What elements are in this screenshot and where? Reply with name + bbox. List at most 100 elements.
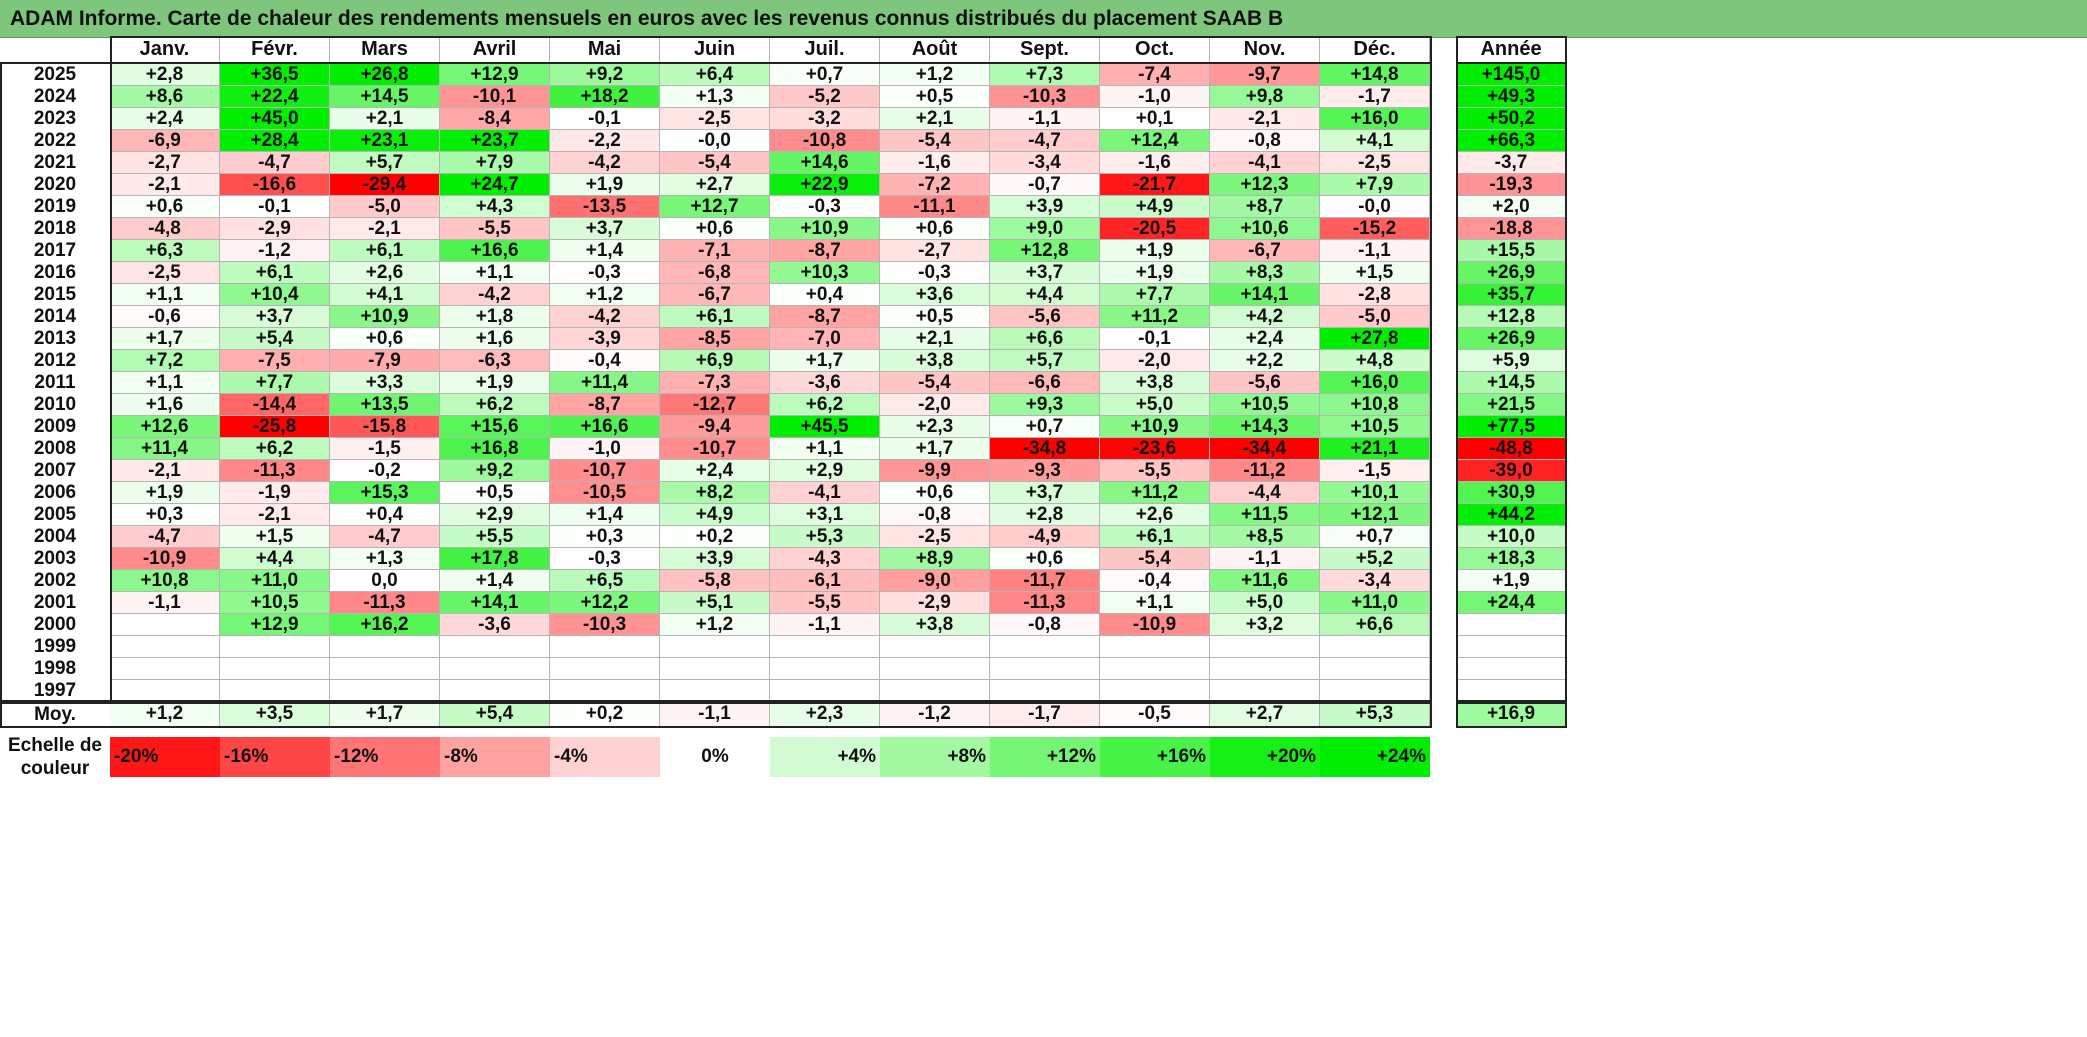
heatmap-cell — [220, 680, 330, 702]
heatmap-cell — [550, 680, 660, 702]
heatmap-cell: +4,9 — [660, 504, 770, 526]
heatmap-cell — [330, 636, 440, 658]
heatmap-cell: +15,6 — [440, 416, 550, 438]
heatmap-cell: +6,2 — [220, 438, 330, 460]
heatmap-cell: -5,5 — [1100, 460, 1210, 482]
heatmap-cell: +1,1 — [110, 372, 220, 394]
average-cell: +5,3 — [1320, 702, 1430, 727]
column-header: Nov. — [1210, 36, 1320, 64]
heatmap-cell: +10,1 — [1320, 482, 1430, 504]
heatmap-cell — [660, 658, 770, 680]
heatmap-cell: +36,5 — [220, 64, 330, 86]
heatmap-cell: +10,9 — [770, 218, 880, 240]
heatmap-cell: -8,7 — [770, 306, 880, 328]
column-header: Août — [880, 36, 990, 64]
heatmap-cell: -29,4 — [330, 174, 440, 196]
heatmap-cell: -10,7 — [550, 460, 660, 482]
heatmap-cell: +3,6 — [880, 284, 990, 306]
heatmap-cell: -0,3 — [880, 262, 990, 284]
heatmap-cell: -2,9 — [880, 592, 990, 614]
annual-cell: +10,0 — [1456, 526, 1567, 548]
heatmap-cell: -7,9 — [330, 350, 440, 372]
average-cell: +1,2 — [110, 702, 220, 727]
heatmap-cell: +1,3 — [660, 86, 770, 108]
row-year-label: 2002 — [33, 570, 77, 591]
average-cell: -0,5 — [1100, 702, 1210, 727]
heatmap-cell: +9,8 — [1210, 86, 1320, 108]
legend-swatch: -4% — [550, 737, 660, 777]
heatmap-cell: -0,7 — [990, 174, 1100, 196]
heatmap-cell: -13,5 — [550, 196, 660, 218]
heatmap-cell: -4,2 — [440, 284, 550, 306]
heatmap-cell — [440, 636, 550, 658]
heatmap-cell: +2,8 — [990, 504, 1100, 526]
heatmap-cell: +4,1 — [330, 284, 440, 306]
legend-swatch: +16% — [1100, 737, 1210, 777]
heatmap-cell: +10,5 — [1320, 416, 1430, 438]
heatmap-cell: +9,0 — [990, 218, 1100, 240]
row-year-label: 2004 — [33, 526, 77, 547]
column-header: Sept. — [990, 36, 1100, 64]
heatmap-cell: +2,3 — [880, 416, 990, 438]
heatmap-cell — [990, 680, 1100, 702]
heatmap-cell: -9,3 — [990, 460, 1100, 482]
row-year-label: 2000 — [33, 614, 77, 635]
heatmap-cell: +6,9 — [660, 350, 770, 372]
heatmap-cell: +10,3 — [770, 262, 880, 284]
heatmap-cell — [880, 636, 990, 658]
heatmap-cell: +1,9 — [1100, 262, 1210, 284]
heatmap-cell: -5,0 — [330, 196, 440, 218]
heatmap-cell: -4,8 — [110, 218, 220, 240]
heatmap-cell: -6,3 — [440, 350, 550, 372]
average-cell: -1,1 — [660, 702, 770, 727]
heatmap-cell: -2,5 — [1320, 152, 1430, 174]
heatmap-cell: +2,4 — [660, 460, 770, 482]
legend-swatch: -12% — [330, 737, 440, 777]
heatmap-cell: +11,4 — [110, 438, 220, 460]
heatmap-cell: -0,1 — [550, 108, 660, 130]
heatmap-cell: +1,1 — [110, 284, 220, 306]
heatmap-cell: -5,4 — [660, 152, 770, 174]
heatmap-cell — [770, 658, 880, 680]
heatmap-cell: -3,4 — [1320, 570, 1430, 592]
heatmap-cell: -4,7 — [220, 152, 330, 174]
annual-cell: +49,3 — [1456, 86, 1567, 108]
heatmap-cell: -5,6 — [1210, 372, 1320, 394]
annual-cell: -48,8 — [1456, 438, 1567, 460]
heatmap-cell: -1,5 — [330, 438, 440, 460]
heatmap-cell: +5,2 — [1320, 548, 1430, 570]
heatmap-cell — [1100, 680, 1210, 702]
row-year-label: 2021 — [33, 152, 77, 173]
heatmap-cell: +8,7 — [1210, 196, 1320, 218]
heatmap-cell: +16,8 — [440, 438, 550, 460]
legend-swatch: +12% — [990, 737, 1100, 777]
heatmap-cell: -7,0 — [770, 328, 880, 350]
heatmap-cell: -0,1 — [1100, 328, 1210, 350]
row-year-label: 2018 — [33, 218, 77, 239]
heatmap-cell: -2,5 — [880, 526, 990, 548]
annual-cell: +77,5 — [1456, 416, 1567, 438]
heatmap-cell: +9,2 — [550, 64, 660, 86]
heatmap-cell: +3,1 — [770, 504, 880, 526]
heatmap-cell: -10,3 — [550, 614, 660, 636]
heatmap-cell: -4,1 — [1210, 152, 1320, 174]
heatmap-cell: +11,6 — [1210, 570, 1320, 592]
heatmap-cell: +1,7 — [770, 350, 880, 372]
heatmap-cell: -4,2 — [550, 152, 660, 174]
heatmap-cell: +0,6 — [880, 482, 990, 504]
heatmap-cell: +3,8 — [1100, 372, 1210, 394]
heatmap-cell — [1320, 636, 1430, 658]
annual-cell: +30,9 — [1456, 482, 1567, 504]
heatmap-cell: -4,7 — [330, 526, 440, 548]
heatmap-cell: -10,7 — [660, 438, 770, 460]
row-year-label: 2017 — [33, 240, 77, 261]
heatmap-cell: -23,6 — [1100, 438, 1210, 460]
heatmap-cell: -0,0 — [1320, 196, 1430, 218]
heatmap-cell: +10,8 — [1320, 394, 1430, 416]
average-cell: -1,2 — [880, 702, 990, 727]
chart-title: ADAM Informe. Carte de chaleur des rende… — [10, 7, 1284, 30]
heatmap-cell: -7,1 — [660, 240, 770, 262]
row-year-label: 2015 — [33, 284, 77, 305]
annual-cell: +18,3 — [1456, 548, 1567, 570]
heatmap-cell: +1,2 — [550, 284, 660, 306]
